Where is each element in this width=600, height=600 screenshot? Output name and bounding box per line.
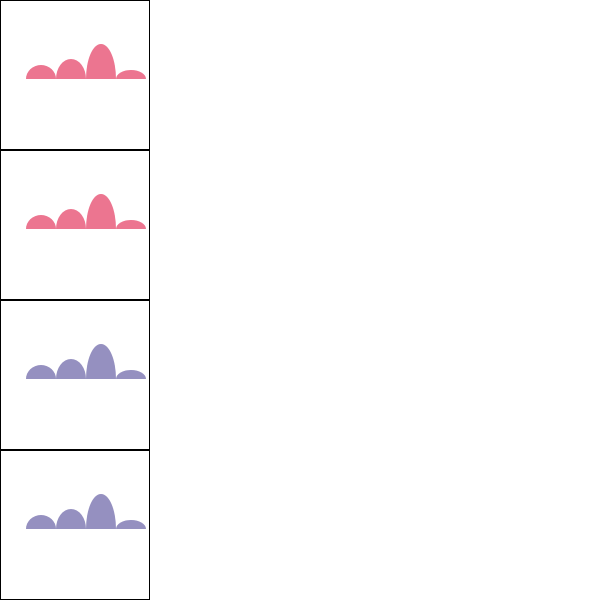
- bump: [116, 370, 146, 379]
- bump: [56, 509, 86, 529]
- bump: [116, 520, 146, 529]
- bump: [86, 494, 116, 529]
- bump: [26, 65, 56, 79]
- bump: [56, 209, 86, 229]
- bump: [26, 515, 56, 529]
- bump: [26, 215, 56, 229]
- bump: [56, 359, 86, 379]
- bump: [116, 70, 146, 79]
- bump: [86, 194, 116, 229]
- bump: [86, 344, 116, 379]
- bump: [86, 44, 116, 79]
- bump: [116, 220, 146, 229]
- bump: [26, 365, 56, 379]
- bump: [56, 59, 86, 79]
